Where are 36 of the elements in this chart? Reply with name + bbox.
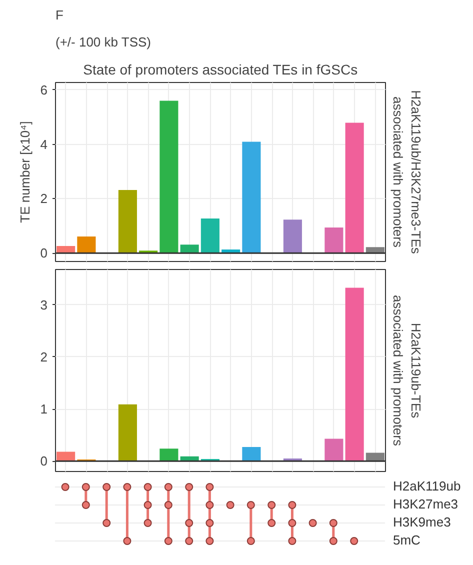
bar [180,244,199,254]
y-tick-label: 1 [40,402,48,417]
category-label: 5mC [393,532,420,548]
y-tick-label: 4 [40,136,48,152]
text: F [56,8,64,22]
y-tick-label: 2 [40,191,48,206]
bar [242,142,261,254]
y2-axis-title: H2aK119ub-TEs associated with promoters [390,294,424,447]
bar [242,447,261,462]
y-tick-label: 3 [40,297,48,312]
bar [345,122,364,254]
bar [283,220,302,254]
category-label: H3K9me3 [393,514,451,530]
y-tick-label: 0 [40,454,48,469]
bar [56,246,76,254]
bar [324,438,344,462]
bar [200,218,220,254]
text: (+/- 100 kb TSS) [56,34,151,50]
chart-title: State of promoters associated TEs in fGSCs [83,62,358,78]
bar [160,448,178,462]
bar [345,288,364,462]
y-axis-title: TE number [x10⁴] [17,121,32,223]
category-label: H2aK119ub [393,478,461,494]
bar [118,190,137,254]
bar [56,452,76,462]
y-tick-label: 0 [40,246,48,261]
bar [324,227,344,254]
bar [77,236,96,254]
bar [118,404,137,462]
y-tick-label: 2 [40,349,48,364]
y2-axis-title: H2aK119ub/H3K27me3-TEs associated with promoters [390,90,424,254]
y-tick-label: 6 [40,82,48,98]
bar [366,247,384,254]
bar [160,100,178,254]
bar [366,452,384,462]
category-label: H3K27me3 [393,496,458,512]
